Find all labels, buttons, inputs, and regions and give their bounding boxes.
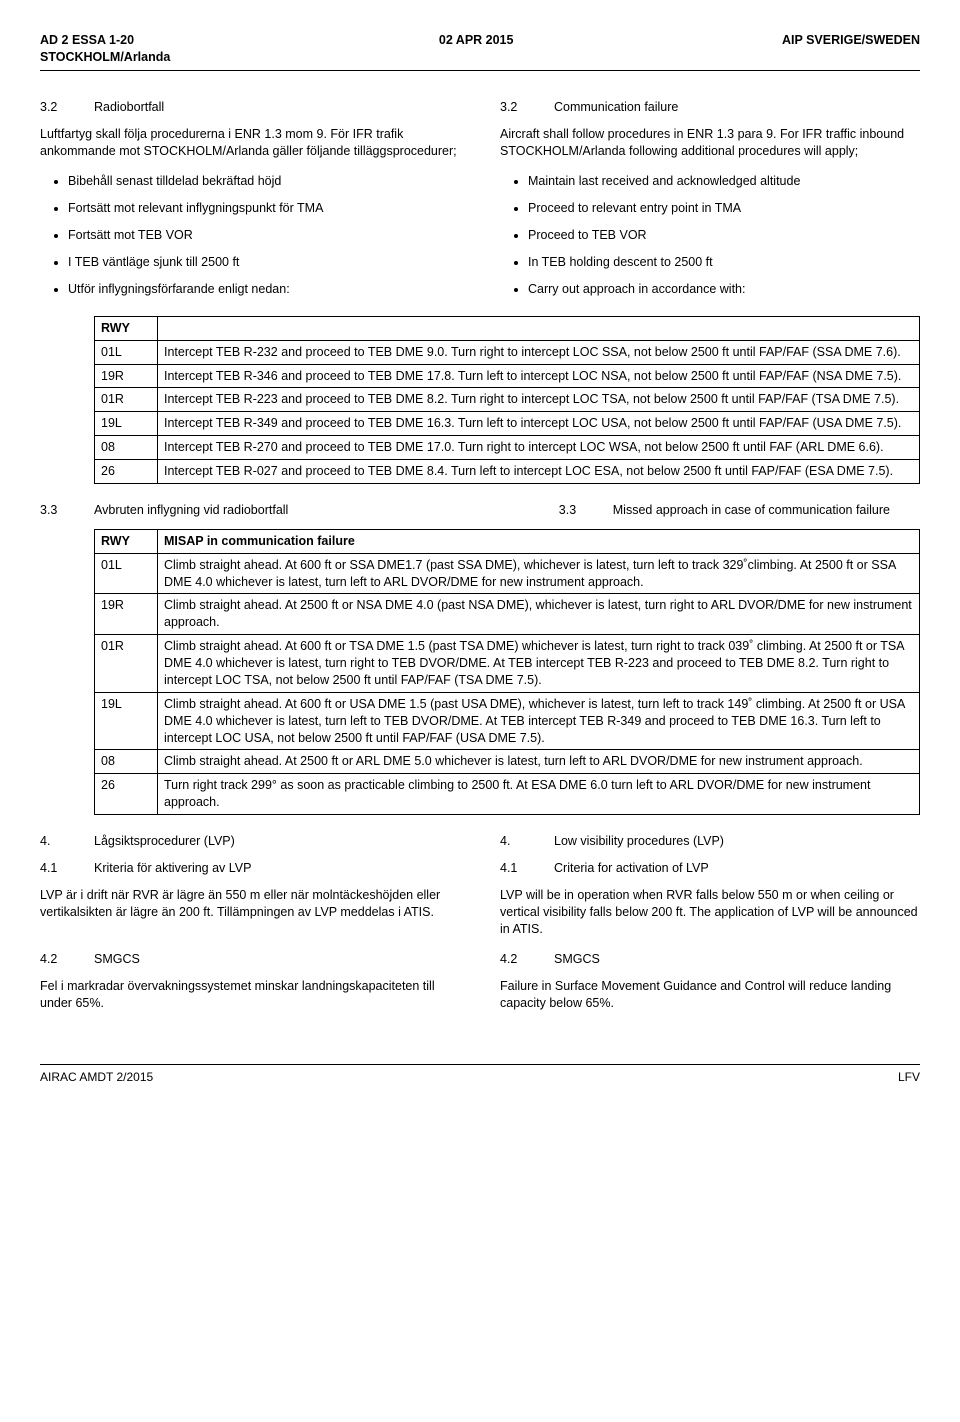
sec32-para-en: Aircraft shall follow procedures in ENR … (500, 126, 920, 160)
col-header-rwy: RWY (95, 529, 158, 553)
header-rule (40, 70, 920, 71)
rwy-cell: 08 (95, 750, 158, 774)
table-row: 08Climb straight ahead. At 2500 ft or AR… (95, 750, 920, 774)
table-header-row: RWY (95, 316, 920, 340)
misap-table: RWY MISAP in communication failure 01LCl… (94, 529, 920, 815)
section-3-2: 3.2 Radiobortfall Luftfartyg skall följa… (40, 99, 920, 312)
sec42-num-en: 4.2 (500, 951, 554, 968)
desc-cell: Climb straight ahead. At 2500 ft or ARL … (158, 750, 920, 774)
sec41-num-en: 4.1 (500, 860, 554, 877)
sec33-num-en: 3.3 (559, 502, 613, 519)
col-header-blank (158, 316, 920, 340)
bullet-item: Bibehåll senast tilldelad bekräftad höjd (68, 173, 460, 190)
sec4-title-en: Low visibility procedures (LVP) (554, 833, 724, 850)
sec41-para-sv: LVP är i drift när RVR är lägre än 550 m… (40, 887, 460, 921)
rwy-cell: 01L (95, 553, 158, 594)
section-3-3: 3.3 Avbruten inflygning vid radiobortfal… (40, 502, 920, 519)
sec41-num-sv: 4.1 (40, 860, 94, 877)
sec42-para-sv: Fel i markradar övervakningssystemet min… (40, 978, 460, 1012)
sec42-title-sv: SMGCS (94, 951, 140, 968)
table-row: 19RIntercept TEB R-346 and proceed to TE… (95, 364, 920, 388)
sec32-para-sv: Luftfartyg skall följa procedurerna i EN… (40, 126, 460, 160)
page-footer: AIRAC AMDT 2/2015 LFV (40, 1064, 920, 1085)
page-header: AD 2 ESSA 1-20 STOCKHOLM/Arlanda 02 APR … (40, 32, 920, 66)
sec33-title-en: Missed approach in case of communication… (613, 502, 890, 519)
sec4-num-en: 4. (500, 833, 554, 850)
sec33-title-sv: Avbruten inflygning vid radiobortfall (94, 502, 288, 519)
sec32-bullets-sv: Bibehåll senast tilldelad bekräftad höjd… (40, 173, 460, 297)
rwy-cell: 19L (95, 692, 158, 750)
table-row: 19LClimb straight ahead. At 600 ft or US… (95, 692, 920, 750)
table-row: 19LIntercept TEB R-349 and proceed to TE… (95, 412, 920, 436)
desc-cell: Intercept TEB R-349 and proceed to TEB D… (158, 412, 920, 436)
table-row: 26Turn right track 299° as soon as pract… (95, 774, 920, 815)
header-publication: AIP SVERIGE/SWEDEN (782, 32, 920, 66)
desc-cell: Intercept TEB R-223 and proceed to TEB D… (158, 388, 920, 412)
col-english: 3.2 Communication failure Aircraft shall… (500, 99, 920, 312)
section-4: 4. Lågsiktsprocedurer (LVP) 4. Low visib… (40, 833, 920, 860)
sec-title-sv: Radiobortfall (94, 99, 460, 116)
table-row: 08Intercept TEB R-270 and proceed to TEB… (95, 436, 920, 460)
sec41-title-sv: Kriteria för aktivering av LVP (94, 860, 251, 877)
section-4-1: 4.1 Kriteria för aktivering av LVP LVP ä… (40, 860, 920, 952)
doc-code: AD 2 ESSA 1-20 (40, 32, 170, 49)
section-4-2: 4.2 SMGCS Fel i markradar övervakningssy… (40, 951, 920, 1026)
col-header-rwy: RWY (95, 316, 158, 340)
bullet-item: Utför inflygningsförfarande enligt nedan… (68, 281, 460, 298)
sec42-num-sv: 4.2 (40, 951, 94, 968)
desc-cell: Intercept TEB R-027 and proceed to TEB D… (158, 460, 920, 484)
rwy-intercept-table: RWY 01LIntercept TEB R-232 and proceed t… (94, 316, 920, 484)
table-row: 01LIntercept TEB R-232 and proceed to TE… (95, 340, 920, 364)
desc-cell: Turn right track 299° as soon as practic… (158, 774, 920, 815)
bullet-item: Carry out approach in accordance with: (528, 281, 920, 298)
bullet-item: Proceed to TEB VOR (528, 227, 920, 244)
sec42-title-en: SMGCS (554, 951, 600, 968)
bullet-item: Fortsätt mot relevant inflygningspunkt f… (68, 200, 460, 217)
rwy-cell: 26 (95, 460, 158, 484)
desc-cell: Intercept TEB R-232 and proceed to TEB D… (158, 340, 920, 364)
footer-left: AIRAC AMDT 2/2015 (40, 1069, 153, 1085)
rwy-cell: 19R (95, 594, 158, 635)
bullet-item: Fortsätt mot TEB VOR (68, 227, 460, 244)
bullet-item: Maintain last received and acknowledged … (528, 173, 920, 190)
footer-right: LFV (898, 1069, 920, 1085)
col-header-misap: MISAP in communication failure (158, 529, 920, 553)
desc-cell: Intercept TEB R-270 and proceed to TEB D… (158, 436, 920, 460)
rwy-cell: 01L (95, 340, 158, 364)
sec-num-en: 3.2 (500, 99, 554, 116)
sec-num-sv: 3.2 (40, 99, 94, 116)
location-name: STOCKHOLM/Arlanda (40, 49, 170, 66)
header-left: AD 2 ESSA 1-20 STOCKHOLM/Arlanda (40, 32, 170, 66)
sec41-para-en: LVP will be in operation when RVR falls … (500, 887, 920, 938)
table-row: 19RClimb straight ahead. At 2500 ft or N… (95, 594, 920, 635)
table-row: 01RIntercept TEB R-223 and proceed to TE… (95, 388, 920, 412)
rwy-cell: 26 (95, 774, 158, 815)
bullet-item: In TEB holding descent to 2500 ft (528, 254, 920, 271)
sec-title-en: Communication failure (554, 99, 920, 116)
rwy-cell: 01R (95, 635, 158, 693)
table-row: 01RClimb straight ahead. At 600 ft or TS… (95, 635, 920, 693)
rwy-cell: 08 (95, 436, 158, 460)
table-row: 01LClimb straight ahead. At 600 ft or SS… (95, 553, 920, 594)
desc-cell: Intercept TEB R-346 and proceed to TEB D… (158, 364, 920, 388)
col-swedish: 3.2 Radiobortfall Luftfartyg skall följa… (40, 99, 460, 312)
sec33-num-sv: 3.3 (40, 502, 94, 519)
rwy-cell: 01R (95, 388, 158, 412)
table-row: 26Intercept TEB R-027 and proceed to TEB… (95, 460, 920, 484)
desc-cell: Climb straight ahead. At 600 ft or TSA D… (158, 635, 920, 693)
table-header-row: RWY MISAP in communication failure (95, 529, 920, 553)
desc-cell: Climb straight ahead. At 600 ft or USA D… (158, 692, 920, 750)
sec41-title-en: Criteria for activation of LVP (554, 860, 709, 877)
rwy-cell: 19L (95, 412, 158, 436)
sec4-title-sv: Lågsiktsprocedurer (LVP) (94, 833, 235, 850)
bullet-item: Proceed to relevant entry point in TMA (528, 200, 920, 217)
sec4-num-sv: 4. (40, 833, 94, 850)
header-date: 02 APR 2015 (170, 32, 782, 66)
desc-cell: Climb straight ahead. At 600 ft or SSA D… (158, 553, 920, 594)
desc-cell: Climb straight ahead. At 2500 ft or NSA … (158, 594, 920, 635)
rwy-cell: 19R (95, 364, 158, 388)
bullet-item: I TEB väntläge sjunk till 2500 ft (68, 254, 460, 271)
sec42-para-en: Failure in Surface Movement Guidance and… (500, 978, 920, 1012)
sec32-bullets-en: Maintain last received and acknowledged … (500, 173, 920, 297)
